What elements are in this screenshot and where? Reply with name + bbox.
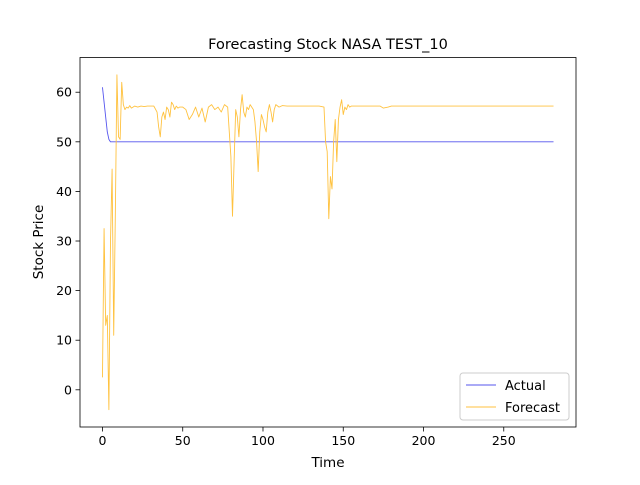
legend-label-actual: Actual [505,379,546,394]
y-tick-label: 20 [56,283,72,298]
y-tick-label: 30 [56,234,72,249]
chart-title: Forecasting Stock NASA TEST_10 [208,37,448,53]
y-tick-label: 50 [56,134,72,149]
axes-frame [79,57,577,428]
legend-label-forecast: Forecast [505,401,560,416]
x-axis-label: Time [310,455,344,471]
x-tick-label: 150 [331,433,355,448]
y-axis-label: Stock Price [31,205,47,280]
x-tick-label: 100 [251,433,275,448]
x-tick-label: 0 [98,433,106,448]
axes: 0 50 100 150 200 250 0 10 20 30 40 50 60 [56,85,516,448]
x-tick-label: 200 [412,433,436,448]
plot-area [102,74,554,411]
y-tick-label: 10 [56,333,72,348]
y-tick-label: 0 [64,382,72,397]
series-line-forecast [102,74,554,411]
legend: Actual Forecast [459,372,570,421]
series-line-actual [102,87,554,143]
y-tick-label: 40 [56,184,72,199]
y-tick-label: 60 [56,85,72,100]
x-tick-label: 250 [492,433,516,448]
x-tick-label: 50 [175,433,191,448]
